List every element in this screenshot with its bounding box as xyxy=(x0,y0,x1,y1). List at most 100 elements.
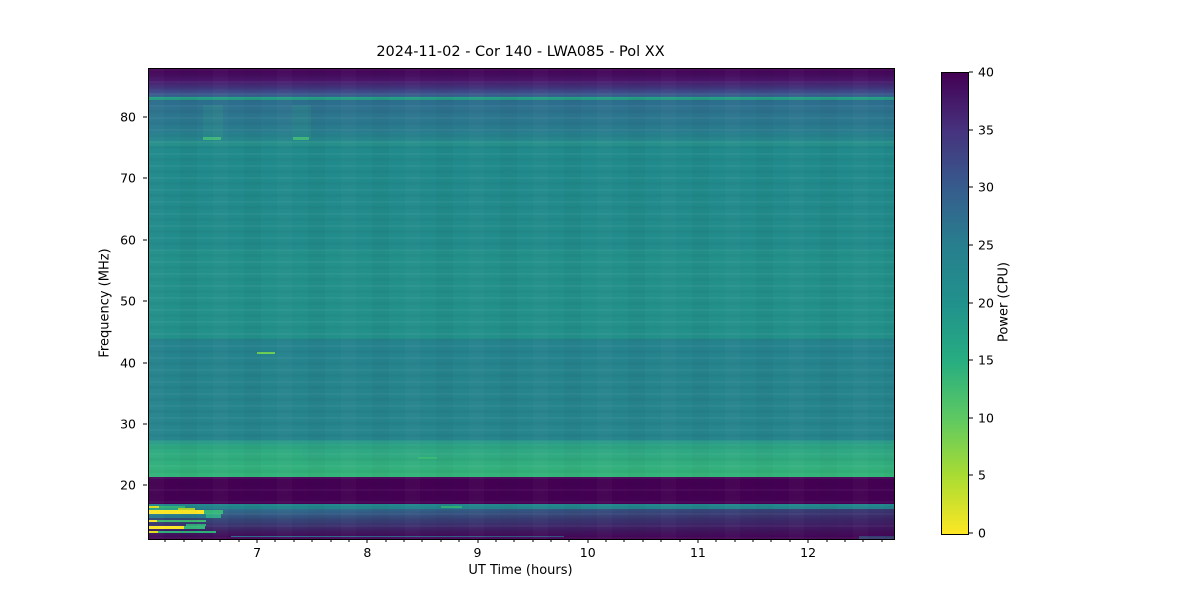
heatmap-band xyxy=(149,96,894,100)
x-minor-tick-mark xyxy=(219,539,221,542)
x-minor-tick-mark xyxy=(183,539,185,542)
heatmap-feature xyxy=(417,457,437,459)
y-tick-label: 70 xyxy=(120,170,136,186)
y-tick-label: 80 xyxy=(120,109,136,125)
heatmap-feature xyxy=(293,136,309,141)
heatmap-feature xyxy=(203,136,221,141)
x-minor-tick-mark xyxy=(734,539,736,542)
x-minor-tick-mark xyxy=(715,539,717,542)
x-tick-label: 10 xyxy=(579,545,596,560)
y-tick-mark xyxy=(143,300,147,302)
x-minor-tick-mark xyxy=(311,539,313,542)
heatmap-feature xyxy=(441,505,462,508)
x-minor-tick-mark xyxy=(660,539,662,542)
colorbar-ticks: 0 5 10 15 20 25 30 35 40 xyxy=(968,65,1008,541)
y-tick-label: 30 xyxy=(120,416,136,432)
x-minor-tick-mark xyxy=(366,539,368,542)
y-tick-mark xyxy=(143,362,147,364)
heatmap-band xyxy=(149,443,894,478)
x-axis-ticks: 7 8 9 10 11 12 xyxy=(148,539,893,561)
x-minor-tick-mark xyxy=(513,539,515,542)
x-minor-tick-mark xyxy=(495,539,497,542)
x-minor-tick-mark xyxy=(826,539,827,542)
x-minor-tick-mark xyxy=(587,539,589,542)
y-tick-label: 50 xyxy=(120,293,136,309)
colorbar-tick-mark xyxy=(969,417,973,419)
colorbar-tick-mark xyxy=(969,71,973,73)
y-tick-mark xyxy=(143,116,147,118)
colorbar-tick-label: 35 xyxy=(978,122,994,138)
heatmap-band xyxy=(149,99,894,105)
heatmap-band xyxy=(149,92,894,97)
y-tick-label: 40 xyxy=(120,355,136,371)
x-minor-tick-mark xyxy=(274,539,276,542)
y-axis-label: Frequency (MHz) xyxy=(97,248,113,358)
colorbar-tick-mark xyxy=(969,244,973,246)
colorbar-tick-label: 40 xyxy=(978,64,994,80)
colorbar-tick-label: 20 xyxy=(978,295,994,310)
heatmap-plot-area xyxy=(148,68,895,540)
heatmap-band xyxy=(149,477,894,504)
chart-title: 2024-11-02 - Cor 140 - LWA085 - Pol XX xyxy=(376,44,665,60)
x-minor-tick-mark xyxy=(293,539,295,542)
heatmap-bottom-fade xyxy=(149,508,894,539)
x-minor-tick-mark xyxy=(403,539,405,542)
y-tick-mark xyxy=(143,423,147,425)
x-minor-tick-mark xyxy=(421,539,423,542)
colorbar-tick-label: 10 xyxy=(978,410,994,426)
x-minor-tick-mark xyxy=(385,539,387,542)
colorbar-tick-mark xyxy=(969,129,973,131)
heatmap-feature xyxy=(203,104,223,139)
x-minor-tick-mark xyxy=(201,539,203,542)
heatmap-band xyxy=(149,250,894,339)
x-tick-label: 8 xyxy=(363,545,372,560)
colorbar-tick-mark xyxy=(969,186,973,188)
y-tick-label: 20 xyxy=(120,477,136,493)
x-minor-tick-mark xyxy=(642,539,644,542)
heatmap-band xyxy=(149,338,894,440)
x-axis-label: UT Time (hours) xyxy=(468,563,573,578)
x-minor-tick-mark xyxy=(752,539,754,542)
y-tick-mark xyxy=(143,239,147,241)
y-tick-label: 60 xyxy=(120,232,136,248)
x-minor-tick-mark xyxy=(164,539,166,542)
x-minor-tick-mark xyxy=(697,539,699,542)
colorbar-tick-mark xyxy=(969,302,973,303)
heatmap-band xyxy=(149,132,894,142)
heatmap-band xyxy=(149,104,894,133)
y-axis-ticks: 20 30 40 50 60 70 80 xyxy=(0,68,148,538)
x-tick-label: 9 xyxy=(473,545,482,560)
heatmap-band xyxy=(149,439,894,444)
x-minor-tick-mark xyxy=(679,539,681,542)
x-tick-label: 11 xyxy=(689,545,706,560)
colorbar-tick-label: 5 xyxy=(978,467,986,483)
heatmap-feature xyxy=(158,506,186,509)
heatmap-band xyxy=(149,141,894,147)
x-minor-tick-mark xyxy=(789,539,791,542)
x-minor-tick-mark xyxy=(807,539,809,542)
heatmap-feature xyxy=(257,351,275,354)
x-minor-tick-mark xyxy=(348,539,350,542)
colorbar-tick-mark xyxy=(969,474,973,476)
x-minor-tick-mark xyxy=(440,539,442,542)
y-tick-mark xyxy=(143,484,147,486)
colorbar-tick-mark xyxy=(969,359,973,361)
x-minor-tick-mark xyxy=(477,539,479,542)
heatmap-band xyxy=(149,146,894,250)
x-minor-tick-mark xyxy=(862,539,864,542)
x-minor-tick-mark xyxy=(458,539,460,542)
x-minor-tick-mark xyxy=(844,539,846,542)
x-minor-tick-mark xyxy=(623,539,625,542)
heatmap-feature xyxy=(292,104,311,139)
colorbar-tick-label: 15 xyxy=(978,352,994,368)
colorbar-tick-label: 0 xyxy=(978,525,986,541)
x-tick-label: 12 xyxy=(800,545,817,560)
x-minor-tick-mark xyxy=(532,539,534,542)
x-tick-label: 7 xyxy=(253,545,262,560)
x-minor-tick-mark xyxy=(605,539,607,542)
x-minor-tick-mark xyxy=(330,539,332,542)
colorbar-tick-label: 25 xyxy=(978,237,994,253)
x-minor-tick-mark xyxy=(881,539,883,542)
heatmap-feature xyxy=(149,446,303,477)
